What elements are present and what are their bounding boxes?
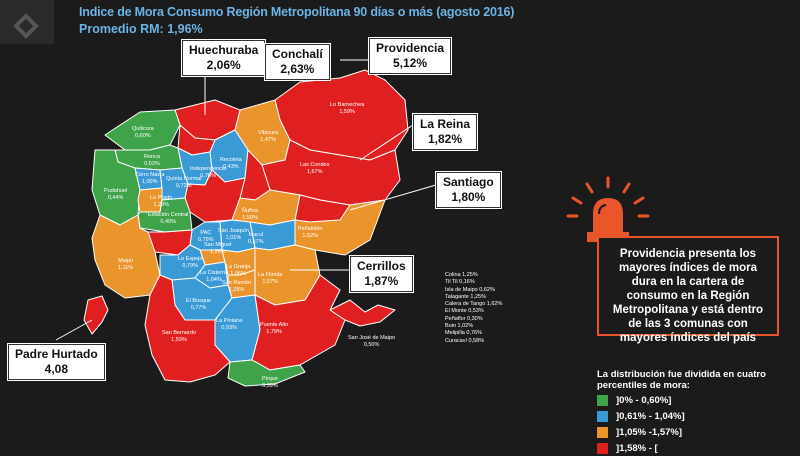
callout-santiago: Santiago 1,80% bbox=[436, 172, 501, 208]
legend-item: ]1,58% - [ bbox=[597, 442, 658, 454]
commune-label: Cerro Navia 1,00% bbox=[135, 172, 165, 185]
commune-label: La Cisterna 1,04% bbox=[200, 270, 229, 283]
commune-label: San Bernardo 1,59% bbox=[162, 330, 196, 343]
legend-swatch bbox=[597, 394, 608, 406]
callout-cerrillos: Cerrillos 1,87% bbox=[350, 256, 413, 292]
callout-padre-hurtado: Padre Hurtado 4,08 bbox=[8, 344, 105, 380]
map-subtitle: Promedio RM: 1,96% bbox=[79, 22, 203, 36]
other-commune: Colina 1,25% bbox=[445, 272, 478, 278]
legend-swatch bbox=[597, 410, 608, 422]
commune-label: Recoleta 0,43% bbox=[220, 157, 242, 170]
commune-label: La Pintana 0,93% bbox=[216, 318, 243, 331]
commune-label: San José de Maipo 0,50% bbox=[348, 335, 396, 348]
callout-huechuraba: Huechuraba 2,06% bbox=[182, 40, 266, 76]
commune-label: La Florida 1,57% bbox=[258, 272, 283, 285]
commune-label: Ñuñoa 1,50% bbox=[242, 208, 259, 221]
other-commune: Isla de Maipo 0,62% bbox=[445, 286, 495, 293]
corner-decoration bbox=[0, 0, 54, 44]
commune-label: Pirque 0,39% bbox=[262, 376, 278, 389]
legend-item: ]0,61% - 1,04%] bbox=[597, 410, 685, 422]
commune-label: San Ramón 1,28% bbox=[222, 280, 252, 293]
commune-label: PAC 0,79% bbox=[198, 230, 214, 243]
other-commune: Peñaflor 0,30% bbox=[445, 315, 483, 322]
legend-item: ]0% - 0,60%] bbox=[597, 394, 671, 406]
other-commune: Curacaví 0,58% bbox=[445, 337, 485, 344]
other-commune: Buin 1,02% bbox=[445, 323, 474, 330]
commune-san-jose-de-maipo bbox=[329, 299, 396, 327]
commune-label: Lo Barnechea 1,59% bbox=[330, 102, 365, 115]
commune-label: Quinta Normal 0,72% bbox=[166, 176, 202, 189]
commune-label: Vitacura 1,47% bbox=[258, 130, 279, 143]
other-commune: Melipilla 0,76% bbox=[445, 330, 482, 337]
commune-label: Lo Espejo 0,79% bbox=[178, 256, 203, 269]
callout-la-reina: La Reina 1,82% bbox=[413, 114, 478, 150]
commune-padre-hurtado bbox=[83, 295, 109, 335]
legend-swatch bbox=[597, 426, 608, 438]
commune-label: El Bosque 0,77% bbox=[186, 298, 212, 311]
commune-label: La Granja 1,06% bbox=[226, 264, 251, 277]
commune-label: San Miguel 1,26% bbox=[204, 242, 232, 255]
legend-item: ]1,05% -1,57%] bbox=[597, 426, 682, 438]
commune-label: Peñalolén 1,52% bbox=[298, 226, 323, 239]
commune-label: Maipú 1,11% bbox=[118, 258, 134, 271]
info-callout: Providencia presenta los mayores índices… bbox=[597, 236, 779, 344]
callout-conchali: Conchalí 2,63% bbox=[265, 44, 330, 80]
legend-swatch bbox=[597, 442, 608, 454]
other-commune: Calera de Tango 1,62% bbox=[445, 301, 503, 308]
callout-providencia: Providencia 5,12% bbox=[369, 38, 452, 74]
commune-label: Independencia 0,76% bbox=[190, 166, 227, 179]
commune-label: Macul 0,57% bbox=[248, 232, 264, 245]
other-commune: El Monte 0,53% bbox=[445, 308, 484, 315]
commune-pirque bbox=[227, 359, 306, 387]
commune-label: Quilicura 0,60% bbox=[132, 126, 154, 139]
legend-title: La distribución fue dividida en cuatro p… bbox=[597, 369, 766, 391]
commune-label: Pudahuel 0,44% bbox=[104, 188, 128, 201]
commune-label: San Joaquín 1,01% bbox=[218, 228, 249, 241]
other-commune: Til Til 0,16% bbox=[445, 279, 475, 286]
map-title: Indice de Mora Consumo Región Metropolit… bbox=[79, 5, 515, 19]
commune-label: Las Condes 1,67% bbox=[300, 162, 330, 175]
commune-label: Lo Prado 1,29% bbox=[150, 195, 173, 208]
other-communes-list: Colina 1,25% Til Til 0,16% Isla de Maipo… bbox=[445, 272, 502, 345]
commune-label: Renca 0,53% bbox=[144, 154, 160, 167]
commune-san-bernardo bbox=[144, 274, 231, 383]
commune-label: Puente Alto 1,79% bbox=[260, 322, 289, 335]
commune-label: Estación Central 0,40% bbox=[148, 212, 189, 225]
other-commune: Talagante 1,25% bbox=[445, 293, 486, 300]
